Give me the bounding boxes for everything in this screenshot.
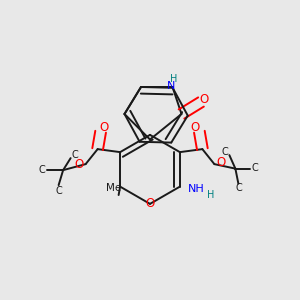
Text: O: O bbox=[74, 158, 84, 171]
Text: C: C bbox=[55, 185, 62, 196]
Text: C: C bbox=[38, 164, 45, 175]
Text: NH: NH bbox=[188, 184, 205, 194]
Text: C: C bbox=[251, 163, 258, 173]
Text: H: H bbox=[207, 190, 214, 200]
Text: C: C bbox=[221, 147, 228, 157]
Text: H: H bbox=[170, 74, 178, 85]
Text: C: C bbox=[71, 149, 78, 160]
Text: O: O bbox=[190, 121, 200, 134]
Text: C: C bbox=[235, 183, 242, 193]
Text: O: O bbox=[216, 156, 226, 169]
Text: N: N bbox=[167, 81, 175, 92]
Text: O: O bbox=[200, 93, 208, 106]
Text: O: O bbox=[146, 197, 154, 210]
Text: O: O bbox=[100, 121, 109, 134]
Text: Me: Me bbox=[106, 183, 121, 193]
